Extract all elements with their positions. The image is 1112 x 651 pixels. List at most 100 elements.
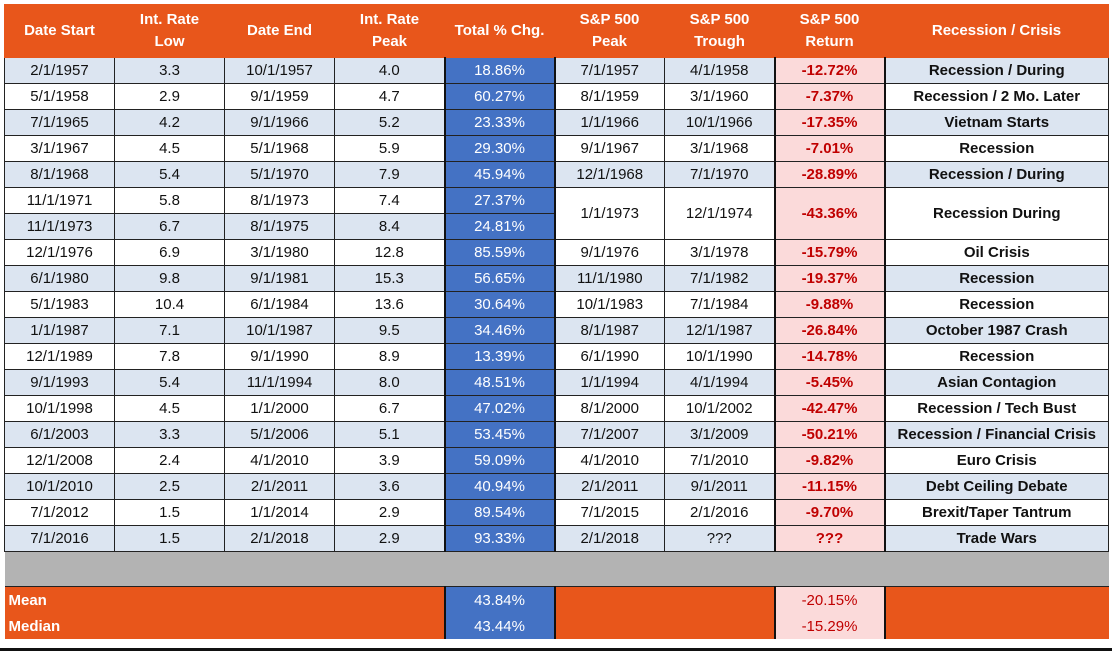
sp500-trough-cell: 4/1/1958 (664, 57, 775, 84)
sp500-trough-cell: 3/1/1978 (664, 239, 775, 266)
rate-hike-sp500-table: Date Start Int. Rate Low Date End Int. Rate P… (4, 4, 1109, 639)
table-row: 11/1/1973 6.7 8/1/1975 8.4 24.81% (4, 213, 1109, 240)
int-rate-peak-cell: 5.2 (334, 109, 445, 136)
recession-crisis-cell: Recession / 2 Mo. Later (884, 83, 1109, 110)
date-end-cell: 5/1/2006 (224, 421, 335, 448)
date-start-cell: 6/1/2003 (4, 421, 115, 448)
recession-crisis-cell: Recession / Tech Bust (884, 395, 1109, 422)
int-rate-peak-cell: 5.1 (334, 421, 445, 448)
recession-crisis-cell: Trade Wars (884, 525, 1109, 552)
date-start-cell: 5/1/1983 (4, 291, 115, 318)
int-rate-low-cell: 2.9 (114, 83, 225, 110)
int-rate-low-cell: 4.5 (114, 395, 225, 422)
total-pct-chg-cell: 29.30% (443, 135, 556, 162)
recession-crisis-cell: Recession (884, 291, 1109, 318)
date-end-cell: 2/1/2018 (224, 525, 335, 552)
header-date-start-line1: Date Start (24, 22, 95, 39)
sp500-peak-cell: 2/1/2011 (554, 473, 665, 500)
int-rate-peak-cell: 2.9 (334, 499, 445, 526)
int-rate-low-cell: 1.5 (114, 499, 225, 526)
date-end-cell: 5/1/1968 (224, 135, 335, 162)
table-row: 12/1/2008 2.4 4/1/2010 3.9 59.09% 4/1/2010 7/1… (4, 447, 1109, 474)
date-start-cell: 7/1/2012 (4, 499, 115, 526)
date-start-cell: 12/1/1976 (4, 239, 115, 266)
int-rate-low-cell: 9.8 (114, 265, 225, 292)
header-int-rate-low: Int. Rate Low (114, 4, 225, 58)
date-end-cell: 5/1/1970 (224, 161, 335, 188)
total-pct-chg-cell: 59.09% (443, 447, 556, 474)
table-row: 5/1/1958 2.9 9/1/1959 4.7 60.27% 8/1/1959 3/1/… (4, 83, 1109, 110)
sp500-trough-cell: 3/1/2009 (664, 421, 775, 448)
int-rate-low-cell: 2.5 (114, 473, 225, 500)
int-rate-peak-cell: 13.6 (334, 291, 445, 318)
date-end-cell: 9/1/1966 (224, 109, 335, 136)
header-sp500-peak-line1: S&P 500 (579, 11, 640, 28)
median-row: Median 43.44% -15.29% (4, 613, 1109, 639)
date-start-cell: 1/1/1987 (4, 317, 115, 344)
sp500-return-cell: -43.36% (773, 187, 886, 240)
int-rate-peak-cell: 4.0 (334, 57, 445, 84)
recession-crisis-cell: Vietnam Starts (884, 109, 1109, 136)
sp500-peak-cell: 7/1/2015 (554, 499, 665, 526)
header-sp500-trough: S&P 500 Trough (664, 4, 775, 58)
header-date-end: Date End (224, 4, 335, 58)
date-end-cell: 1/1/2014 (224, 499, 335, 526)
sp500-return-cell: -28.89% (773, 161, 886, 188)
date-end-cell: 9/1/1981 (224, 265, 335, 292)
median-row-sp500-return: -15.29% (773, 613, 886, 639)
header-int-rate-peak: Int. Rate Peak (334, 4, 445, 58)
int-rate-peak-cell: 8.4 (334, 213, 445, 240)
sp500-trough-cell: 9/1/2011 (664, 473, 775, 500)
date-end-cell: 9/1/1990 (224, 343, 335, 370)
total-pct-chg-cell: 47.02% (443, 395, 556, 422)
date-start-cell: 12/1/1989 (4, 343, 115, 370)
total-pct-chg-cell: 27.37% (443, 187, 556, 214)
total-pct-chg-cell: 48.51% (443, 369, 556, 396)
int-rate-peak-cell: 4.7 (334, 83, 445, 110)
recession-crisis-cell: Recession / During (884, 57, 1109, 84)
sp500-peak-cell: 9/1/1967 (554, 135, 665, 162)
table-row: 7/1/2016 1.5 2/1/2018 2.9 93.33% 2/1/2018????… (4, 525, 1109, 552)
sp500-return-cell: -9.70% (773, 499, 886, 526)
total-pct-chg-cell: 85.59% (443, 239, 556, 266)
table-row: 12/1/1976 6.9 3/1/1980 12.8 85.59% 9/1/1976 3/… (4, 239, 1109, 266)
date-start-cell: 10/1/2010 (4, 473, 115, 500)
sp500-return-cell: -17.35% (773, 109, 886, 136)
recession-crisis-cell: Debt Ceiling Debate (884, 473, 1109, 500)
table-row: 6/1/2003 3.3 5/1/2006 5.1 53.45% 7/1/2007 3/1/… (4, 421, 1109, 448)
table-row: 6/1/1980 9.8 9/1/1981 15.3 56.65% 11/1/1980 7/… (4, 265, 1109, 292)
header-total-pct-chg: Total % Chg. (444, 4, 555, 58)
total-pct-chg-cell: 45.94% (443, 161, 556, 188)
sp500-peak-cell: 7/1/2007 (554, 421, 665, 448)
sp500-peak-cell: 1/1/1973 (554, 187, 665, 240)
int-rate-low-cell: 5.4 (114, 161, 225, 188)
date-end-cell: 8/1/1975 (224, 213, 335, 240)
table-row: 5/1/1983 10.4 6/1/1984 13.6 30.64% 10/1/1983 7… (4, 291, 1109, 318)
int-rate-low-cell: 3.3 (114, 421, 225, 448)
date-start-cell: 9/1/1993 (4, 369, 115, 396)
bottom-border (0, 648, 1112, 651)
sp500-peak-cell: 10/1/1983 (554, 291, 665, 318)
total-pct-chg-cell: 60.27% (443, 83, 556, 110)
mean-row-blank-end (884, 586, 1109, 613)
header-date-start: Date Start (4, 4, 115, 58)
date-end-cell: 9/1/1959 (224, 83, 335, 110)
sp500-trough-cell: 7/1/1984 (664, 291, 775, 318)
int-rate-peak-cell: 15.3 (334, 265, 445, 292)
table-row: 10/1/2010 2.5 2/1/2011 3.6 40.94% 2/1/2011 9/1… (4, 473, 1109, 500)
total-pct-chg-cell: 24.81% (443, 213, 556, 240)
sp500-peak-cell: 8/1/1987 (554, 317, 665, 344)
header-sp500-trough-line2: Trough (694, 33, 745, 50)
sp500-peak-cell: 9/1/1976 (554, 239, 665, 266)
date-start-cell: 8/1/1968 (4, 161, 115, 188)
sp500-peak-cell: 4/1/2010 (554, 447, 665, 474)
int-rate-low-cell: 5.4 (114, 369, 225, 396)
int-rate-peak-cell: 6.7 (334, 395, 445, 422)
int-rate-low-cell: 4.2 (114, 109, 225, 136)
sp500-trough-cell: 2/1/2016 (664, 499, 775, 526)
date-end-cell: 8/1/1973 (224, 187, 335, 214)
sp500-return-cell: -9.82% (773, 447, 886, 474)
sp500-peak-cell: 11/1/1980 (554, 265, 665, 292)
sp500-return-cell: -11.15% (773, 473, 886, 500)
table-row: 8/1/1968 5.4 5/1/1970 7.9 45.94% 12/1/1968 7/1… (4, 161, 1109, 188)
